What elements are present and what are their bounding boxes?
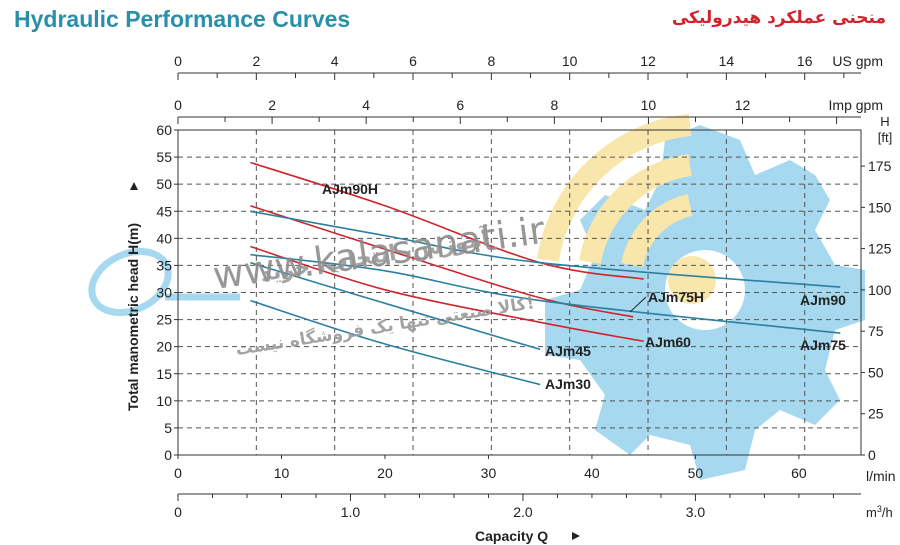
chart-title-persian: منحنی عملکرد هیدرولیکی xyxy=(671,8,886,28)
y-tick-label: 5 xyxy=(164,420,172,436)
svg-text:H: H xyxy=(880,114,889,129)
y2-tick-label: 50 xyxy=(868,364,884,380)
series-lines xyxy=(250,161,841,386)
y2-tick-label: 150 xyxy=(868,199,892,215)
us-gpm-tick-label: 14 xyxy=(719,53,735,69)
imp-gpm-tick-label: 10 xyxy=(641,97,657,113)
series-label-ajm75h: AJm75H xyxy=(648,289,704,305)
series-line-ajm45 xyxy=(250,261,541,351)
y-tick-label: 40 xyxy=(156,230,172,246)
series-label-ajm45: AJm45 xyxy=(545,343,591,359)
x-tick-label: 60 xyxy=(791,465,807,481)
us-gpm-tick-label: 6 xyxy=(409,53,417,69)
series-line-ajm30 xyxy=(250,299,541,386)
us-gpm-tick-label: 16 xyxy=(797,53,813,69)
y-tick-label: 55 xyxy=(156,149,172,165)
svg-text:[ft]: [ft] xyxy=(878,130,892,145)
y2-tick-label: 25 xyxy=(868,406,884,422)
imp-gpm-tick-label: 6 xyxy=(456,97,464,113)
y-tick-label: 0 xyxy=(164,447,172,463)
y-tick-label: 15 xyxy=(156,366,172,382)
imp-gpm-tick-label: 8 xyxy=(550,97,558,113)
y-tick-label: 35 xyxy=(156,257,172,273)
series-line-ajm75 xyxy=(250,253,841,334)
x-tick-label: 10 xyxy=(274,465,290,481)
y-tick-label: 45 xyxy=(156,203,172,219)
x-axis-title: Capacity Q xyxy=(475,528,548,544)
series-label-ajm30: AJm30 xyxy=(545,376,591,392)
series-label-leader xyxy=(629,296,647,313)
imp-gpm-tick-label: 2 xyxy=(268,97,276,113)
imp-gpm-tick-label: 12 xyxy=(735,97,751,113)
series-line-ajm75h xyxy=(250,205,634,318)
chart-title: Hydraulic Performance Curves xyxy=(14,6,351,32)
y-tick-label: 25 xyxy=(156,312,172,328)
right-axis-unit: H [ft] xyxy=(878,114,892,145)
y2-tick-label: 175 xyxy=(868,158,892,174)
us-gpm-tick-label: 10 xyxy=(562,53,578,69)
m3h-tick-label: 0 xyxy=(174,504,182,520)
y2-tick-label: 75 xyxy=(868,323,884,339)
series-label-ajm90: AJm90 xyxy=(800,292,846,308)
series-label-ajm90h: AJm90H xyxy=(322,181,378,197)
m3h-tick-label: 2.0 xyxy=(513,504,533,520)
y2-tick-label: 0 xyxy=(868,447,876,463)
series-line-ajm90h xyxy=(250,161,644,280)
imp-gpm-tick-label: 0 xyxy=(174,97,182,113)
watermark-line-3: کالا صنعتی تنها یک فروشگاه نیست! xyxy=(234,292,536,360)
x-tick-label: 50 xyxy=(688,465,704,481)
series-label-ajm60: AJm60 xyxy=(645,334,691,350)
us-gpm-tick-label: 4 xyxy=(331,53,339,69)
y-tick-label: 60 xyxy=(156,122,172,138)
y-tick-label: 20 xyxy=(156,339,172,355)
imp-gpm-tick-label: 4 xyxy=(362,97,370,113)
x-axis-arrow-icon xyxy=(572,532,580,540)
x-tick-label: 0 xyxy=(174,465,182,481)
series-line-ajm60 xyxy=(250,245,644,343)
us-gpm-tick-label: 12 xyxy=(640,53,656,69)
series-label-ajm75: AJm75 xyxy=(800,337,846,353)
m3h-tick-label: 1.0 xyxy=(341,504,361,520)
y2-tick-label: 100 xyxy=(868,282,892,298)
tick-labels: 0510152025303540455055600255075100125150… xyxy=(156,53,891,520)
series-line-ajm90 xyxy=(250,210,841,288)
x-tick-label: 20 xyxy=(377,465,393,481)
x-tick-label: 40 xyxy=(584,465,600,481)
y-axis-title: Total manometric head H(m) xyxy=(125,223,141,411)
y-tick-label: 10 xyxy=(156,393,172,409)
chart-grid xyxy=(178,130,861,455)
x-tick-label: 30 xyxy=(481,465,497,481)
m3h-tick-label: 3.0 xyxy=(686,504,706,520)
us-gpm-tick-label: 2 xyxy=(252,53,260,69)
x-unit-label: l/min xyxy=(866,468,896,484)
y2-tick-label: 125 xyxy=(868,241,892,257)
y-tick-label: 30 xyxy=(156,285,172,301)
us-gpm-tick-label: 8 xyxy=(487,53,495,69)
y-axis-arrow-icon xyxy=(130,182,138,190)
m3h-label: m3/h xyxy=(866,504,893,520)
us-gpm-label: US gpm xyxy=(832,53,883,69)
us-gpm-tick-label: 0 xyxy=(174,53,182,69)
y-tick-label: 50 xyxy=(156,176,172,192)
series-labels: AJm90H AJm75H AJm60 AJm90 AJm75 AJm45 AJm30 xyxy=(322,181,846,392)
imp-gpm-label: Imp gpm xyxy=(829,97,883,113)
